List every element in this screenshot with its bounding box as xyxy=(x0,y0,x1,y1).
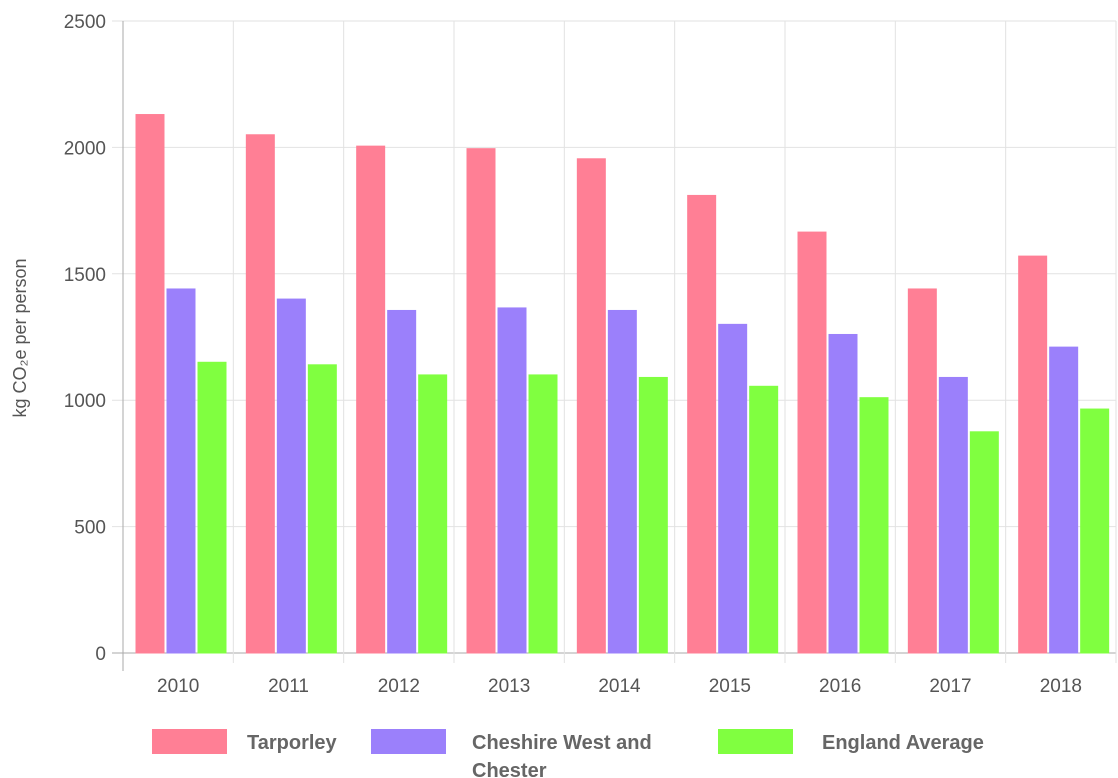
y-tick-label: 1500 xyxy=(64,265,106,286)
bar-tarporley-2018 xyxy=(1018,255,1048,654)
x-tick-label: 2011 xyxy=(268,676,309,697)
bar-cheshire-west-and-chester-2017 xyxy=(938,376,968,654)
bar-england-average-2012 xyxy=(418,374,448,654)
bar-cheshire-west-and-chester-2010 xyxy=(166,288,196,654)
bar-tarporley-2017 xyxy=(907,288,937,654)
y-tick-label: 2000 xyxy=(64,138,106,159)
bar-tarporley-2015 xyxy=(687,194,717,654)
legend-swatch-0 xyxy=(152,729,227,754)
x-tick-label: 2015 xyxy=(709,676,751,697)
bar-england-average-2014 xyxy=(638,376,668,654)
y-tick-label: 1000 xyxy=(64,391,106,412)
legend-label: England Average xyxy=(822,732,984,754)
bar-england-average-2015 xyxy=(749,385,779,654)
x-tick-label: 2016 xyxy=(819,676,861,697)
bar-england-average-2010 xyxy=(197,361,227,654)
bar-england-average-2011 xyxy=(307,364,337,654)
bar-tarporley-2016 xyxy=(797,231,827,654)
bar-england-average-2018 xyxy=(1080,408,1110,654)
bar-tarporley-2013 xyxy=(466,148,496,654)
bars xyxy=(135,114,1110,654)
legend-label: Tarporley xyxy=(247,732,338,754)
bar-cheshire-west-and-chester-2018 xyxy=(1049,346,1079,654)
legend-swatch-2 xyxy=(718,729,793,754)
x-tick-label: 2010 xyxy=(157,676,199,697)
tick-labels: 0 500 1000 1500 2000 2500 2010 2011 2012 2013 2014… xyxy=(64,12,1082,697)
bar-tarporley-2011 xyxy=(245,134,275,654)
bar-cheshire-west-and-chester-2014 xyxy=(607,309,637,654)
x-tick-label: 2012 xyxy=(378,676,420,697)
bar-cheshire-west-and-chester-2011 xyxy=(276,298,306,654)
bar-cheshire-west-and-chester-2015 xyxy=(718,323,748,654)
x-tick-label: 2018 xyxy=(1040,676,1082,697)
x-tick-label: 2017 xyxy=(929,676,971,697)
bar-england-average-2013 xyxy=(528,374,558,654)
bar-tarporley-2014 xyxy=(576,158,606,654)
bar-england-average-2017 xyxy=(969,431,999,654)
grid-lines xyxy=(112,20,1117,671)
y-axis-title: kg CO₂e per person xyxy=(10,258,30,417)
legend-swatch-1 xyxy=(371,729,446,754)
bar-tarporley-2012 xyxy=(356,145,386,654)
bar-cheshire-west-and-chester-2012 xyxy=(387,309,417,654)
legend: Tarporley Cheshire West and Chester England… xyxy=(152,729,984,778)
y-tick-label: 2500 xyxy=(64,12,106,33)
x-tick-label: 2013 xyxy=(488,676,530,697)
bar-england-average-2016 xyxy=(859,397,889,654)
y-tick-label: 0 xyxy=(95,644,106,665)
bar-cheshire-west-and-chester-2013 xyxy=(497,307,527,654)
y-tick-label: 500 xyxy=(74,518,106,539)
x-tick-label: 2014 xyxy=(598,676,641,697)
bar-cheshire-west-and-chester-2016 xyxy=(828,333,858,654)
legend-label: Cheshire West and xyxy=(472,732,652,754)
legend-label: Chester xyxy=(472,760,547,778)
bar-tarporley-2010 xyxy=(135,114,165,654)
